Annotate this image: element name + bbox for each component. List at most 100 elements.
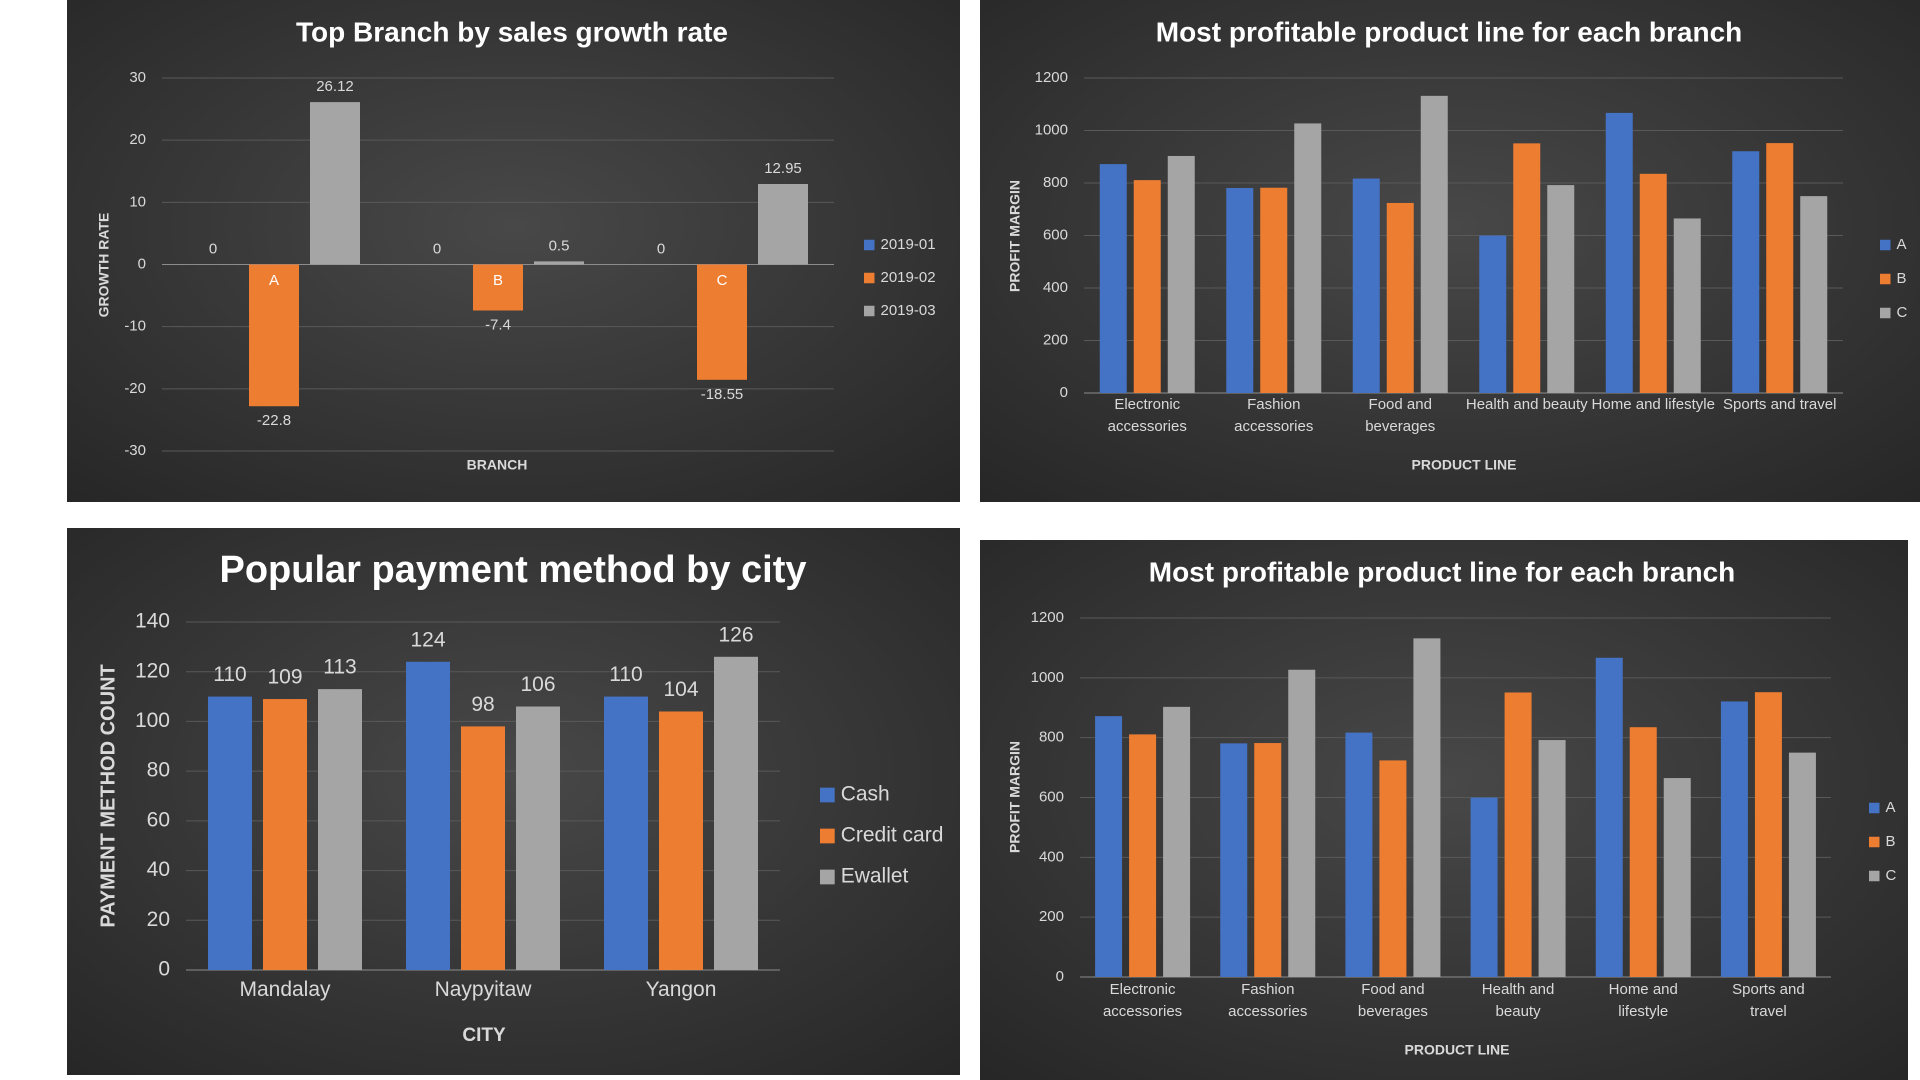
chart-title: Most profitable product line for each br… xyxy=(1149,556,1736,587)
x-axis-label: PRODUCT LINE xyxy=(1405,1042,1510,1058)
legend-swatch xyxy=(820,869,835,885)
x-axis-label: PRODUCT LINE xyxy=(1412,457,1517,473)
bar xyxy=(1352,178,1380,393)
data-label: 124 xyxy=(410,628,445,651)
data-label: 26.12 xyxy=(316,78,354,95)
legend-label: C xyxy=(1886,867,1897,884)
x-tick-label: Health and beauty xyxy=(1465,396,1588,413)
bar xyxy=(208,696,252,970)
y-tick-label: 20 xyxy=(147,908,170,931)
panel xyxy=(67,0,960,502)
data-label: 98 xyxy=(471,693,494,716)
y-tick-label: 200 xyxy=(1039,908,1064,925)
x-tick-label-box: Electronic accessories xyxy=(1107,396,1187,435)
data-label: -22.8 xyxy=(257,412,291,429)
y-tick-label: 800 xyxy=(1039,729,1064,746)
legend-label: 2019-02 xyxy=(881,269,936,286)
legend-label: B xyxy=(1886,833,1896,850)
y-tick-label: 60 xyxy=(147,808,170,831)
bar xyxy=(714,656,758,970)
y-axis-label: GROWTH RATE xyxy=(96,213,112,318)
x-tick-label: Electronic accessories xyxy=(1107,396,1187,435)
bar xyxy=(1663,778,1691,977)
x-tick-label: Food and beverages xyxy=(1365,396,1436,435)
x-tick-label-box: Food and beverages xyxy=(1365,396,1436,435)
bar xyxy=(310,102,360,265)
x-axis-label: BRANCH xyxy=(467,457,528,473)
y-tick-label: -20 xyxy=(124,380,146,397)
x-tick-label: Fashion accessories xyxy=(1234,396,1314,435)
bar xyxy=(318,689,362,970)
legend-swatch xyxy=(1880,273,1891,285)
legend-label: 2019-01 xyxy=(881,236,936,253)
data-label: 110 xyxy=(213,663,246,686)
bar xyxy=(1226,187,1254,393)
legend-swatch xyxy=(1869,836,1880,848)
x-tick-label-box: A xyxy=(269,272,279,289)
x-tick-label-box: Naypyitaw xyxy=(434,978,532,1001)
data-label: 106 xyxy=(520,673,555,696)
bar xyxy=(1129,734,1157,977)
legend-swatch xyxy=(1880,239,1891,251)
x-tick-label-box: Mandalay xyxy=(239,978,331,1001)
data-label: 113 xyxy=(323,656,356,679)
chart-title: Top Branch by sales growth rate xyxy=(296,16,728,47)
bar xyxy=(1479,235,1507,393)
bar xyxy=(516,706,560,970)
y-tick-label: 1200 xyxy=(1035,69,1068,86)
x-tick-label: Electronic accessories xyxy=(1102,981,1183,1020)
data-label: 0.5 xyxy=(549,237,570,254)
legend-swatch xyxy=(1869,870,1880,882)
legend-swatch xyxy=(864,305,875,317)
y-tick-label: 1000 xyxy=(1031,669,1064,686)
bar xyxy=(1788,752,1816,977)
y-tick-label: 0 xyxy=(1060,384,1068,401)
y-axis-label: PROFIT MARGIN xyxy=(1007,741,1023,853)
bar xyxy=(1605,112,1633,393)
bar xyxy=(1095,716,1123,977)
data-label: 0 xyxy=(657,240,665,257)
bar xyxy=(697,264,747,380)
legend-label: Cash xyxy=(841,783,890,806)
x-tick-label-box: Sports and travel xyxy=(1723,396,1837,413)
legend-swatch xyxy=(820,787,835,803)
bar xyxy=(534,261,584,265)
x-tick-label: Food and beverages xyxy=(1357,981,1428,1020)
x-tick-label-box: Fashion accessories xyxy=(1228,981,1307,1020)
y-tick-label: 600 xyxy=(1039,788,1064,805)
x-tick-label-box: Health and beauty xyxy=(1482,981,1555,1020)
bar xyxy=(1754,692,1782,977)
y-tick-label: 20 xyxy=(129,131,146,148)
y-axis-label: PROFIT MARGIN xyxy=(1007,180,1023,292)
y-tick-label: 400 xyxy=(1039,848,1064,865)
data-label: 0 xyxy=(433,240,441,257)
bar xyxy=(1732,151,1760,393)
x-tick-label: Sports and travel xyxy=(1732,981,1805,1020)
x-tick-label: Naypyitaw xyxy=(434,978,532,1001)
bar xyxy=(604,696,648,970)
data-label: 110 xyxy=(609,663,642,686)
x-axis-label: CITY xyxy=(462,1025,506,1046)
data-label: -7.4 xyxy=(485,316,511,333)
legend-swatch xyxy=(1880,307,1891,319)
y-tick-label: -10 xyxy=(124,318,146,335)
bar xyxy=(1294,123,1322,393)
bar xyxy=(1220,743,1248,977)
bar xyxy=(1639,173,1667,393)
x-tick-label: Mandalay xyxy=(239,978,331,1001)
bar xyxy=(1099,164,1127,393)
x-tick-label-box: Health and beauty xyxy=(1465,396,1588,413)
x-tick-label: Sports and travel xyxy=(1723,396,1837,413)
y-tick-label: 600 xyxy=(1043,226,1068,243)
bar xyxy=(1379,760,1407,977)
data-label: 126 xyxy=(718,623,753,646)
data-label: 109 xyxy=(267,666,302,689)
bar xyxy=(1629,727,1657,977)
bar xyxy=(1538,740,1566,977)
bar xyxy=(1800,196,1828,393)
bar xyxy=(1167,155,1195,393)
legend-label: C xyxy=(1897,304,1908,321)
data-label: 0 xyxy=(209,240,217,257)
x-tick-label: Yangon xyxy=(645,978,717,1001)
x-tick-label: B xyxy=(492,271,503,289)
